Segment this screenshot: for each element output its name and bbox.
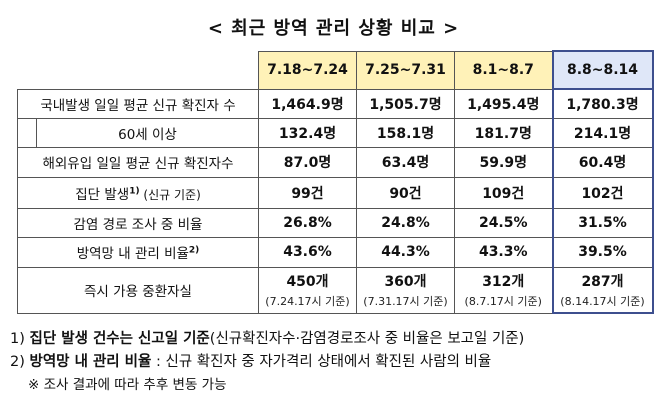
table-cell: 24.5% bbox=[454, 207, 553, 238]
row-label: 집단 발생1) (신규 기준) bbox=[17, 176, 259, 209]
table-cell: 214.1명 bbox=[551, 117, 654, 148]
row-label: 즉시 가용 중환자실 bbox=[17, 266, 259, 314]
table-cell: 360개 (7.31.17시 기준) bbox=[356, 266, 455, 314]
footnote-text: (신규확진자수·감염경로조사 중 비율은 보고일 기준) bbox=[209, 331, 525, 347]
header-row: 7.18~7.24 7.25~7.31 8.1~8.7 8.8~8.14 bbox=[17, 50, 654, 90]
footnote-marker: 2) bbox=[188, 245, 200, 256]
column-header: 8.1~8.7 bbox=[454, 50, 553, 90]
table-cell: 132.4명 bbox=[258, 117, 357, 148]
table-cell: 158.1명 bbox=[356, 117, 455, 148]
footnote-marker: 1) bbox=[129, 186, 140, 196]
cell-value: 312개 bbox=[482, 274, 525, 290]
table-cell: 287개 (8.14.17시 기준) bbox=[551, 266, 654, 314]
footnote-2: 2) 방역망 내 관리 비율 : 신규 확진자 중 자가격리 상태에서 확진된 … bbox=[10, 351, 660, 374]
table-cell: 31.5% bbox=[551, 207, 654, 238]
table-row: 방역망 내 관리 비율2) 43.6% 44.3% 43.3% 39.5% bbox=[17, 236, 654, 268]
table-cell: 1,495.4명 bbox=[454, 88, 553, 119]
column-header: 7.25~7.31 bbox=[356, 50, 455, 90]
row-label-main: 집단 발생 bbox=[75, 186, 130, 203]
table-cell: 87.0명 bbox=[258, 146, 357, 178]
cell-value: 287개 bbox=[581, 273, 624, 290]
column-header: 7.18~7.24 bbox=[258, 50, 357, 90]
row-label: 60세 이상 bbox=[36, 117, 259, 148]
footnote-text: : 신규 확진자 중 자가격리 상태에서 확진된 사람의 비율 bbox=[151, 354, 492, 370]
row-label-qualifier: (신규 기준) bbox=[139, 187, 201, 202]
cell-note: (7.24.17시 기준) bbox=[265, 295, 350, 308]
table-cell: 44.3% bbox=[356, 236, 455, 268]
table-cell: 1,464.9명 bbox=[258, 88, 357, 119]
table-row: 60세 이상 132.4명 158.1명 181.7명 214.1명 bbox=[17, 117, 654, 148]
page-title: < 최근 방역 관리 상황 비교 > bbox=[207, 18, 460, 39]
table-cell: 43.6% bbox=[258, 236, 357, 268]
table-cell: 90건 bbox=[356, 176, 455, 209]
table-cell: 59.9명 bbox=[454, 146, 553, 178]
table-cell: 1,780.3명 bbox=[551, 88, 654, 119]
table-cell: 450개 (7.24.17시 기준) bbox=[258, 266, 357, 314]
table-cell: 99건 bbox=[258, 176, 357, 209]
table-cell: 26.8% bbox=[258, 207, 357, 238]
table-cell: 109건 bbox=[454, 176, 553, 209]
cell-value: 360개 bbox=[384, 274, 427, 290]
column-header-current: 8.8~8.14 bbox=[551, 50, 654, 90]
footnote-emphasis: 집단 발생 건수는 신고일 기준 bbox=[29, 331, 210, 347]
table-row: 해외유입 일일 평균 신규 확진자수 87.0명 63.4명 59.9명 60.… bbox=[17, 146, 654, 178]
row-label: 방역망 내 관리 비율2) bbox=[17, 236, 259, 268]
cell-note: (8.14.17시 기준) bbox=[560, 294, 645, 308]
comparison-table: 7.18~7.24 7.25~7.31 8.1~8.7 8.8~8.14 국내발… bbox=[17, 50, 654, 314]
row-label: 국내발생 일일 평균 신규 확진자 수 bbox=[17, 88, 259, 119]
footnote-number: 1) bbox=[10, 331, 30, 347]
footnote-3: ※ 조사 결과에 따라 추후 변동 가능 bbox=[28, 377, 227, 393]
footnote-number: 2) bbox=[10, 354, 30, 370]
table-row: 감염 경로 조사 중 비율 26.8% 24.8% 24.5% 31.5% bbox=[17, 207, 654, 238]
cell-note: (8.7.17시 기준) bbox=[464, 295, 542, 308]
table-cell: 63.4명 bbox=[356, 146, 455, 178]
footnote-emphasis: 방역망 내 관리 비율 bbox=[29, 354, 152, 370]
header-blank-cell bbox=[17, 51, 259, 90]
table-cell: 24.8% bbox=[356, 207, 455, 238]
row-label: 감염 경로 조사 중 비율 bbox=[17, 207, 259, 238]
row-label: 해외유입 일일 평균 신규 확진자수 bbox=[17, 146, 259, 178]
table-cell: 39.5% bbox=[551, 236, 654, 268]
table-cell: 181.7명 bbox=[454, 117, 553, 148]
table-cell: 1,505.7명 bbox=[356, 88, 455, 119]
table-row: 집단 발생1) (신규 기준) 99건 90건 109건 102건 bbox=[17, 176, 654, 209]
footnote-1: 1) 집단 발생 건수는 신고일 기준(신규확진자수·감염경로조사 중 비율은 … bbox=[10, 328, 660, 351]
table-cell: 102건 bbox=[551, 176, 654, 209]
table-row: 즉시 가용 중환자실 450개 (7.24.17시 기준) 360개 (7.31.1… bbox=[17, 266, 654, 314]
cell-note: (7.31.17시 기준) bbox=[363, 295, 448, 308]
cell-value: 450개 bbox=[286, 274, 329, 290]
indent-cell bbox=[17, 117, 37, 148]
footnotes: 1) 집단 발생 건수는 신고일 기준(신규확진자수·감염경로조사 중 비율은 … bbox=[10, 328, 660, 397]
table-cell: 312개 (8.7.17시 기준) bbox=[454, 266, 553, 314]
table-cell: 43.3% bbox=[454, 236, 553, 268]
row-label-main: 방역망 내 관리 비율 bbox=[76, 246, 189, 262]
table-cell: 60.4명 bbox=[551, 146, 654, 178]
table-row: 국내발생 일일 평균 신규 확진자 수 1,464.9명 1,505.7명 1,… bbox=[17, 88, 654, 119]
